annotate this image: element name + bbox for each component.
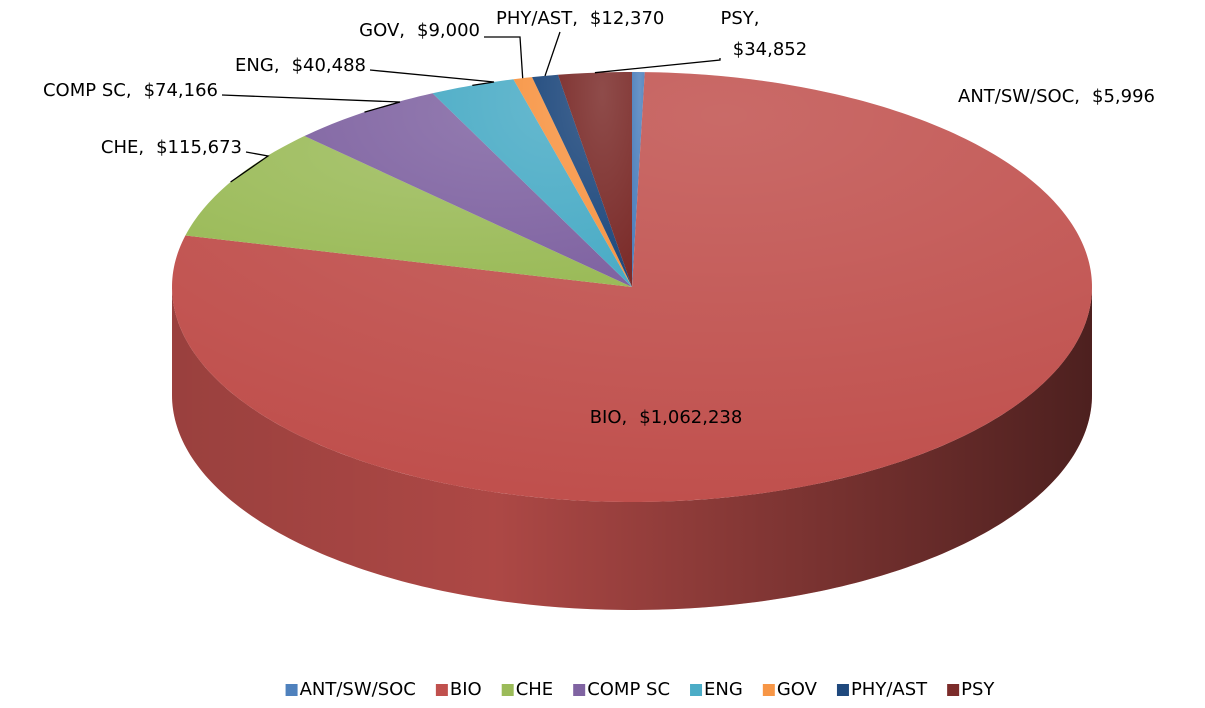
pie-slice-gloss (185, 136, 632, 287)
pie-side-shade (172, 287, 1092, 610)
leader-line (221, 94, 401, 113)
data-label: PHY/AST, $12,370 (496, 8, 664, 29)
legend-label: PHY/AST (851, 679, 928, 700)
leader-line (594, 58, 721, 74)
data-label: COMP SC, $74,166 (43, 80, 218, 101)
legend-item: ENG (690, 679, 743, 700)
legend-label: CHE (516, 679, 553, 700)
legend-item: BIO (435, 679, 482, 700)
legend-label: GOV (777, 679, 818, 700)
legend: ANT/SW/SOC BIO CHE COMP SC ENG GOV PHY/AST PSY (285, 679, 995, 700)
pie-slice-gloss (513, 77, 632, 287)
legend-swatch (947, 684, 960, 696)
data-label: $34,852 (733, 39, 807, 60)
legend-label: ENG (704, 679, 743, 700)
data-label: CHE, $115,673 (101, 137, 242, 158)
label-separator: , (622, 407, 628, 428)
pie-sides (172, 287, 1092, 610)
label-value: $74,166 (144, 80, 218, 101)
pie-slice-gloss (432, 79, 632, 288)
pie-slice-gloss (532, 74, 632, 287)
legend-item: GOV (762, 679, 818, 700)
label-category: BIO (590, 407, 622, 428)
leader-line (544, 31, 561, 77)
label-value: $34,852 (733, 39, 807, 60)
legend-swatch (501, 684, 514, 696)
data-label: GOV, $9,000 (359, 20, 480, 41)
label-category: PHY/AST (496, 8, 573, 29)
data-label: PSY, (720, 8, 759, 29)
legend-item: ANT/SW/SOC (285, 679, 416, 700)
data-label: ANT/SW/SOC, $5,996 (958, 86, 1155, 107)
legend-item: PHY/AST (836, 679, 928, 700)
label-separator: , (274, 55, 280, 76)
legend-label: PSY (961, 679, 995, 700)
label-value: $115,673 (156, 137, 242, 158)
label-value: $1,062,238 (639, 407, 742, 428)
legend-label: ANT/SW/SOC (300, 679, 416, 700)
pie-slice-gloss (172, 72, 1092, 502)
legend-swatch (285, 684, 298, 696)
leader-line (484, 36, 524, 79)
legend-item: CHE (501, 679, 553, 700)
pie-slice-gloss (557, 72, 632, 287)
label-separator: , (1074, 86, 1080, 107)
pie-slice-gloss (632, 72, 645, 287)
label-value: $9,000 (417, 20, 480, 41)
label-value: $40,488 (292, 55, 366, 76)
leader-line (369, 69, 495, 87)
leader-line (230, 151, 270, 183)
legend-swatch (690, 684, 703, 696)
legend-swatch (573, 684, 586, 696)
label-category: ANT/SW/SOC (958, 86, 1074, 107)
data-label: BIO, $1,062,238 (590, 407, 743, 428)
data-label: ENG, $40,488 (235, 55, 366, 76)
label-value: $5,996 (1092, 86, 1155, 107)
label-separator: , (754, 8, 760, 29)
label-separator: , (126, 80, 132, 101)
label-category: ENG (235, 55, 274, 76)
label-category: PSY (720, 8, 754, 29)
pie-tops (172, 72, 1092, 502)
pie-slice-gloss (304, 93, 632, 288)
label-separator: , (399, 20, 405, 41)
label-category: COMP SC (43, 80, 126, 101)
label-category: GOV (359, 20, 400, 41)
label-value: $12,370 (590, 8, 664, 29)
label-separator: , (572, 8, 578, 29)
legend-swatch (762, 684, 775, 696)
label-category: CHE (101, 137, 138, 158)
legend-item: PSY (947, 679, 995, 700)
legend-swatch (435, 684, 448, 696)
legend-swatch (836, 684, 849, 696)
legend-item: COMP SC (573, 679, 670, 700)
data-labels: ANT/SW/SOC, $5,996 BIO, $1,062,238 CHE, $115,… (43, 8, 1155, 428)
label-separator: , (138, 137, 144, 158)
legend-label: BIO (450, 679, 482, 700)
legend-label: COMP SC (587, 679, 670, 700)
